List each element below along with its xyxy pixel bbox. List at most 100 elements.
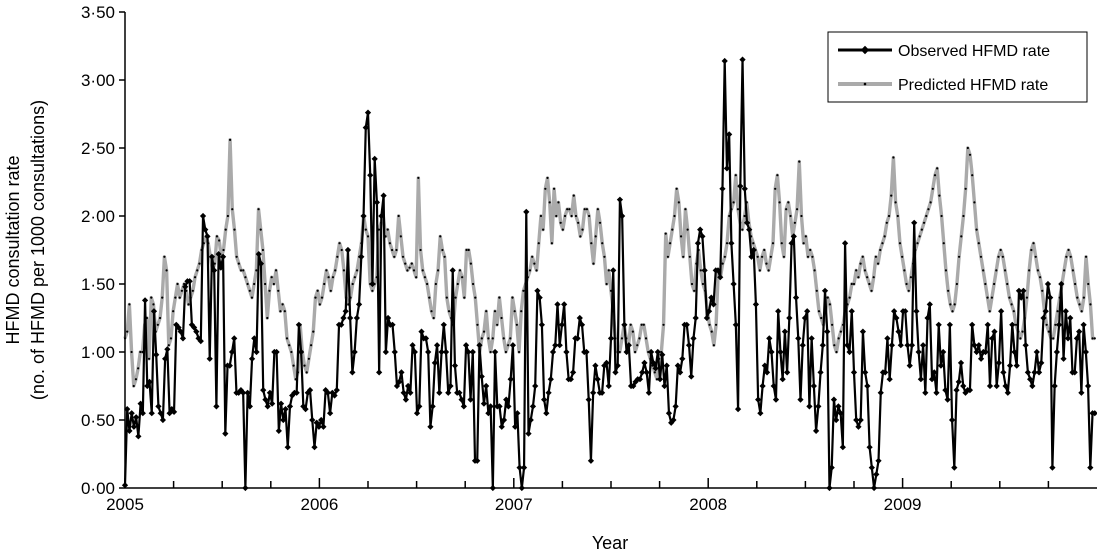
predicted-point — [342, 269, 346, 272]
observed-point — [355, 301, 363, 308]
observed-point — [449, 267, 456, 274]
observed-point — [986, 382, 994, 390]
observed-point — [590, 389, 597, 396]
observed-point — [884, 335, 891, 342]
observed-point — [714, 267, 722, 274]
predicted-point — [570, 214, 573, 218]
predicted-point — [966, 146, 969, 150]
predicted-point — [903, 269, 906, 272]
observed-point — [897, 342, 904, 349]
predicted-point — [964, 187, 967, 190]
predicted-point — [986, 296, 989, 299]
observed-point — [293, 389, 300, 396]
predicted-point — [684, 208, 687, 211]
observed-point — [1051, 382, 1058, 390]
predicted-point — [929, 201, 932, 204]
predicted-point — [752, 242, 755, 245]
predicted-point — [441, 248, 444, 252]
observed-point — [150, 308, 158, 315]
predicted-point — [850, 282, 853, 286]
predicted-point — [226, 214, 229, 218]
predicted-point — [802, 242, 805, 245]
predicted-point — [320, 296, 324, 299]
observed-point — [1033, 348, 1040, 356]
predicted-point — [787, 201, 790, 204]
predicted-point — [507, 344, 510, 347]
predicted-point — [798, 160, 801, 163]
observed-point — [326, 410, 334, 417]
predicted-point — [988, 310, 991, 313]
y-axis-subtitle: (no. of HFMD per 1000 consultations) — [28, 100, 48, 400]
predicted-point — [636, 344, 639, 347]
observed-point — [507, 376, 514, 383]
observed-point — [306, 386, 314, 394]
predicted-point — [231, 208, 234, 211]
predicted-point — [228, 138, 232, 141]
observed-point — [413, 410, 421, 417]
predicted-point — [377, 228, 381, 231]
predicted-point — [150, 296, 153, 299]
predicted-point — [804, 235, 807, 238]
predicted-point — [303, 364, 306, 367]
predicted-point — [316, 289, 319, 292]
observed-point — [407, 389, 414, 396]
observed-point — [462, 342, 470, 349]
predicted-point — [279, 310, 282, 313]
predicted-point — [866, 276, 869, 279]
predicted-point — [1038, 276, 1042, 279]
observed-point — [500, 416, 508, 424]
observed-point — [1013, 362, 1020, 369]
predicted-point — [476, 323, 479, 326]
observed-point — [1060, 355, 1067, 362]
predicted-point — [327, 276, 330, 279]
observed-point — [458, 396, 465, 403]
predicted-point — [325, 269, 328, 272]
observed-point — [1087, 464, 1094, 471]
predicted-point — [555, 214, 558, 218]
predicted-point — [233, 228, 236, 231]
predicted-point — [522, 289, 525, 292]
predicted-point — [793, 221, 796, 224]
observed-point — [360, 212, 367, 220]
observed-point — [503, 396, 510, 403]
predicted-point — [962, 214, 965, 218]
predicted-point — [248, 289, 251, 292]
predicted-point — [482, 330, 486, 333]
observed-point — [175, 324, 182, 331]
observed-point — [398, 369, 405, 376]
observed-point — [442, 348, 450, 356]
observed-point — [429, 403, 436, 410]
observed-point — [1038, 359, 1045, 366]
observed-point — [266, 389, 274, 396]
predicted-point — [940, 214, 943, 218]
predicted-point — [471, 282, 475, 286]
observed-point — [1080, 321, 1087, 328]
predicted-point — [780, 242, 783, 245]
observed-point — [875, 457, 882, 464]
predicted-point — [386, 228, 389, 231]
predicted-point — [909, 276, 913, 279]
predicted-point — [544, 187, 547, 190]
observed-point — [280, 416, 287, 424]
observed-point — [569, 369, 577, 376]
observed-point — [554, 301, 561, 308]
observed-point — [338, 321, 345, 328]
predicted-point — [128, 303, 131, 306]
observed-point — [639, 369, 646, 376]
observed-point — [697, 226, 704, 233]
predicted-point — [712, 344, 715, 347]
observed-point — [402, 396, 410, 403]
observed-point — [164, 346, 171, 353]
observed-point — [284, 444, 291, 451]
predicted-point — [896, 214, 899, 218]
observed-point — [1042, 308, 1049, 315]
observed-point — [612, 369, 619, 376]
observed-point — [422, 335, 430, 342]
predicted-point — [918, 235, 921, 238]
observed-point — [558, 321, 566, 328]
predicted-point — [351, 282, 354, 286]
predicted-point — [461, 276, 464, 279]
y-tick-label: 2·00 — [81, 207, 115, 226]
observed-point — [977, 355, 985, 362]
predicted-point — [242, 269, 245, 272]
